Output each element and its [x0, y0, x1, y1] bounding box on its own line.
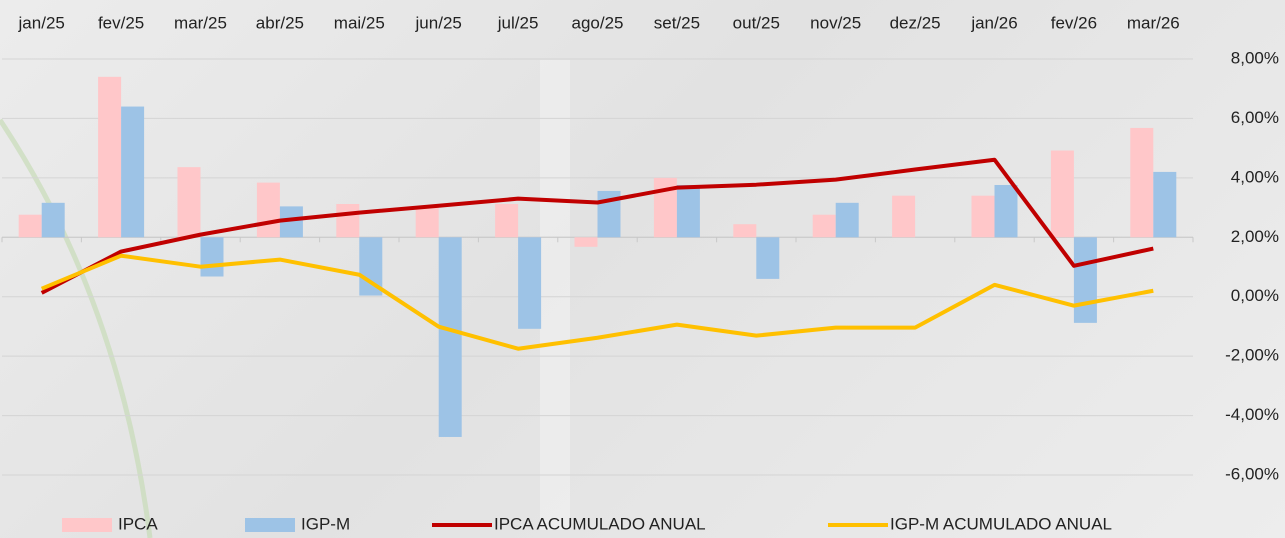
bar — [98, 76, 122, 238]
x-tick-label: fev/25 — [98, 13, 144, 32]
x-tick-label: mar/25 — [174, 13, 227, 32]
bar — [438, 237, 462, 437]
line — [40, 253, 1154, 351]
bar — [18, 214, 42, 238]
bar — [121, 106, 145, 238]
bar — [1050, 150, 1074, 238]
bar — [200, 237, 224, 277]
bar — [256, 182, 280, 238]
legend-label: IPCA ACUMULADO ANUAL — [494, 514, 706, 533]
background-shape — [0, 118, 153, 538]
bar — [495, 204, 519, 238]
background-shape — [540, 60, 570, 530]
bar — [835, 202, 859, 238]
legend-label: IGP-M — [301, 514, 350, 533]
bar — [1130, 127, 1154, 238]
legend-swatch — [62, 518, 112, 532]
bar — [518, 237, 542, 329]
line — [40, 157, 1154, 295]
x-tick-label: dez/25 — [890, 13, 941, 32]
y2-tick-label: 2,00% — [1231, 227, 1279, 246]
bar — [415, 207, 439, 238]
bar — [279, 206, 303, 238]
bar — [574, 237, 598, 247]
x-tick-label: ago/25 — [572, 13, 624, 32]
x-tick-label: set/25 — [654, 13, 700, 32]
bar — [756, 237, 780, 279]
bar — [359, 237, 383, 296]
y2-tick-label: -4,00% — [1225, 405, 1279, 424]
y2-tick-label: 0,00% — [1231, 286, 1279, 305]
bar — [41, 202, 65, 238]
bar — [892, 195, 916, 238]
x-tick-label: jan/25 — [18, 13, 65, 32]
bar — [733, 224, 757, 238]
x-tick-label: jan/26 — [970, 13, 1017, 32]
x-tick-label: jul/25 — [497, 13, 539, 32]
bar — [177, 167, 201, 238]
x-tick-label: abr/25 — [256, 13, 304, 32]
x-tick-label: jun/25 — [415, 13, 462, 32]
bar — [971, 195, 995, 238]
legend-label: IGP-M ACUMULADO ANUAL — [890, 514, 1112, 533]
legend-label: IPCA — [118, 514, 158, 533]
x-tick-label: out/25 — [733, 13, 780, 32]
bar — [994, 184, 1018, 238]
x-tick-label: nov/25 — [810, 13, 861, 32]
legend-swatch — [245, 518, 295, 532]
y2-tick-label: -6,00% — [1225, 464, 1279, 483]
bar — [676, 184, 700, 238]
y2-tick-label: 8,00% — [1231, 48, 1279, 67]
bar — [336, 204, 360, 238]
y2-tick-label: -2,00% — [1225, 346, 1279, 365]
x-tick-label: fev/26 — [1051, 13, 1097, 32]
y2-tick-label: 4,00% — [1231, 167, 1279, 186]
bar — [812, 214, 836, 238]
x-tick-label: mar/26 — [1127, 13, 1180, 32]
y2-tick-label: 6,00% — [1231, 108, 1279, 127]
bar — [1073, 237, 1097, 323]
bar — [1153, 171, 1177, 238]
x-tick-label: mai/25 — [334, 13, 385, 32]
